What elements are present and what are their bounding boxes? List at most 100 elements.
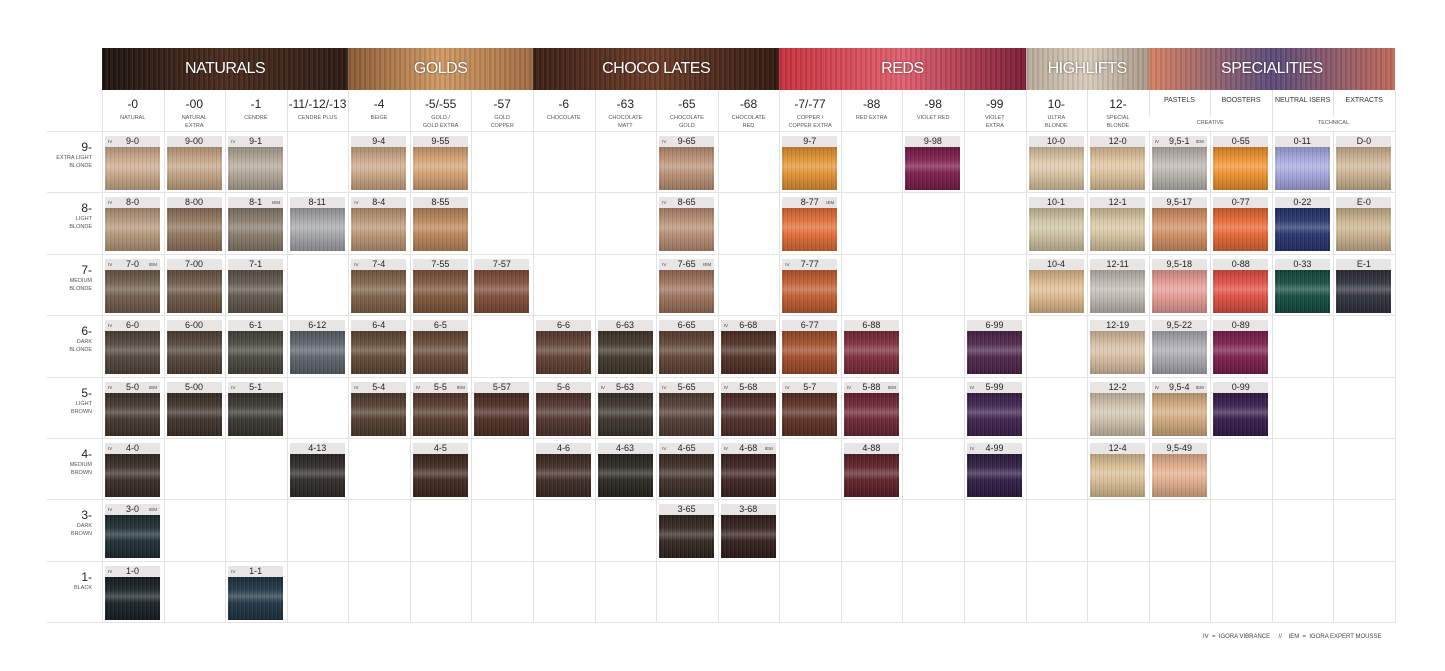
color-swatch[interactable]: 12-1	[1090, 197, 1146, 252]
color-swatch[interactable]: 6-68 IV	[720, 320, 776, 375]
color-swatch[interactable]: 8-77 IEM	[782, 197, 838, 252]
color-swatch[interactable]: 5-6	[536, 381, 591, 436]
color-swatch[interactable]: 7-1	[228, 258, 284, 313]
color-swatch[interactable]: 5-88 IV IEM	[843, 381, 899, 436]
color-swatch[interactable]: 12-0	[1090, 136, 1146, 190]
color-swatch[interactable]: 5-63 IV	[597, 381, 653, 436]
color-swatch[interactable]: 5-68 IV	[720, 381, 776, 436]
row-divider	[47, 499, 1395, 501]
color-swatch[interactable]: 8-4 IV	[351, 197, 407, 252]
color-swatch[interactable]: 1-1 IV	[228, 565, 284, 620]
color-swatch[interactable]: 9,5-49	[1151, 443, 1207, 497]
color-swatch[interactable]: 5-4 IV	[351, 381, 407, 436]
color-swatch[interactable]: 0-11	[1274, 136, 1330, 190]
color-swatch[interactable]: 6-4	[351, 320, 407, 375]
color-swatch[interactable]: 9,5-1 IV IEM	[1151, 136, 1207, 190]
color-swatch[interactable]: D-0	[1336, 136, 1392, 190]
iv-mark: IV	[1154, 139, 1159, 144]
color-swatch[interactable]: 9,5-17	[1151, 197, 1207, 252]
color-swatch[interactable]: 0-55	[1213, 136, 1269, 190]
color-swatch[interactable]: 10-1	[1028, 197, 1084, 252]
color-swatch[interactable]: 0-99	[1213, 381, 1269, 436]
color-swatch[interactable]: E-0	[1336, 197, 1392, 252]
color-swatch[interactable]: 4-13	[289, 443, 345, 497]
color-swatch[interactable]: 9-7	[782, 136, 838, 190]
column-divider	[840, 90, 842, 622]
color-swatch[interactable]: 9-98	[905, 136, 961, 190]
color-swatch[interactable]: 1-0 IV	[105, 565, 160, 620]
color-swatch[interactable]: 6-1	[228, 320, 284, 375]
color-swatch[interactable]: 8-55	[412, 197, 468, 252]
color-swatch[interactable]: 5-57	[474, 381, 530, 436]
color-swatch[interactable]: 9-65 IV	[659, 136, 715, 190]
color-swatch[interactable]: 0-33	[1274, 258, 1330, 313]
color-swatch[interactable]: 5-99 IV	[967, 381, 1022, 436]
color-swatch[interactable]: 7-0 IV IEM	[105, 258, 160, 313]
color-swatch[interactable]: 8-65 IV	[659, 197, 715, 252]
color-swatch[interactable]: 7-77 IV	[782, 258, 838, 313]
hair-swatch-image	[659, 454, 715, 497]
color-swatch[interactable]: 8-00	[166, 197, 222, 252]
color-swatch[interactable]: 7-4 IV	[351, 258, 407, 313]
hair-swatch-image	[720, 392, 776, 436]
color-swatch[interactable]: 8-11	[289, 197, 345, 252]
color-swatch[interactable]: 12-11	[1090, 258, 1146, 313]
color-swatch[interactable]: 3-0 IV IEM	[105, 504, 160, 559]
color-swatch[interactable]: 6-65	[659, 320, 715, 375]
hair-swatch-image	[166, 331, 222, 375]
color-swatch[interactable]: 6-0 IV	[105, 320, 160, 375]
color-swatch[interactable]: E-1	[1336, 258, 1392, 313]
color-swatch[interactable]: 6-6	[536, 320, 591, 375]
swatch-code: 10-4	[1047, 258, 1066, 269]
color-swatch[interactable]: 7-55	[412, 258, 468, 313]
color-swatch[interactable]: 6-99	[967, 320, 1022, 375]
color-swatch[interactable]: 5-00	[166, 381, 222, 436]
color-swatch[interactable]: 4-5	[412, 443, 468, 497]
color-swatch[interactable]: 6-63	[597, 320, 653, 375]
color-swatch[interactable]: 9,5-4 IV IEM	[1151, 381, 1207, 436]
color-swatch[interactable]: 9,5-22	[1151, 320, 1207, 375]
color-swatch[interactable]: 6-12	[289, 320, 345, 375]
color-swatch[interactable]: 4-99 IV	[967, 443, 1022, 497]
color-swatch[interactable]: 7-65 IV IEM	[659, 258, 715, 313]
color-swatch[interactable]: 0-88	[1213, 258, 1269, 313]
color-swatch[interactable]: 6-88	[843, 320, 899, 375]
color-swatch[interactable]: 5-7 IV	[782, 381, 838, 436]
color-swatch[interactable]: 5-5 IV IEM	[412, 381, 468, 436]
color-swatch[interactable]: 12-19	[1090, 320, 1146, 375]
color-swatch[interactable]: 0-89	[1213, 320, 1269, 375]
color-swatch[interactable]: 4-6	[536, 443, 591, 497]
color-swatch[interactable]: 6-00	[166, 320, 222, 375]
color-swatch[interactable]: 4-88	[843, 443, 899, 497]
color-swatch[interactable]: 3-68	[720, 504, 776, 559]
column-divider	[717, 90, 719, 622]
color-swatch[interactable]: 9-55	[412, 136, 468, 190]
color-swatch[interactable]: 0-77	[1213, 197, 1269, 252]
color-swatch[interactable]: 9-4	[351, 136, 407, 190]
column-divider	[225, 90, 227, 622]
color-swatch[interactable]: 0-22	[1274, 197, 1330, 252]
color-swatch[interactable]: 4-68 IV IEM	[720, 443, 776, 497]
color-swatch[interactable]: 12-2	[1090, 381, 1146, 436]
color-swatch[interactable]: 3-65	[659, 504, 715, 559]
color-swatch[interactable]: 9,5-18	[1151, 258, 1207, 313]
color-swatch[interactable]: 8-0 IV	[105, 197, 160, 252]
color-swatch[interactable]: 6-77	[782, 320, 838, 375]
color-swatch[interactable]: 4-63	[597, 443, 653, 497]
color-swatch[interactable]: 9-1 IV	[228, 136, 284, 190]
color-swatch[interactable]: 10-0	[1028, 136, 1084, 190]
column-divider	[656, 90, 658, 622]
color-swatch[interactable]: 4-65 IV	[659, 443, 715, 497]
color-swatch[interactable]: 5-1 IV	[228, 381, 284, 436]
color-swatch[interactable]: 10-4	[1028, 258, 1084, 313]
color-swatch[interactable]: 7-57	[474, 258, 530, 313]
color-swatch[interactable]: 7-00	[166, 258, 222, 313]
color-swatch[interactable]: 4-0 IV	[105, 443, 160, 497]
color-swatch[interactable]: 6-5	[412, 320, 468, 375]
color-swatch[interactable]: 9-00	[166, 136, 222, 190]
color-swatch[interactable]: 8-1 IEM	[228, 197, 284, 252]
color-swatch[interactable]: 9-0 IV	[105, 136, 160, 190]
color-swatch[interactable]: 5-0 IV IEM	[105, 381, 160, 436]
color-swatch[interactable]: 12-4	[1090, 443, 1146, 497]
color-swatch[interactable]: 5-65 IV	[659, 381, 715, 436]
